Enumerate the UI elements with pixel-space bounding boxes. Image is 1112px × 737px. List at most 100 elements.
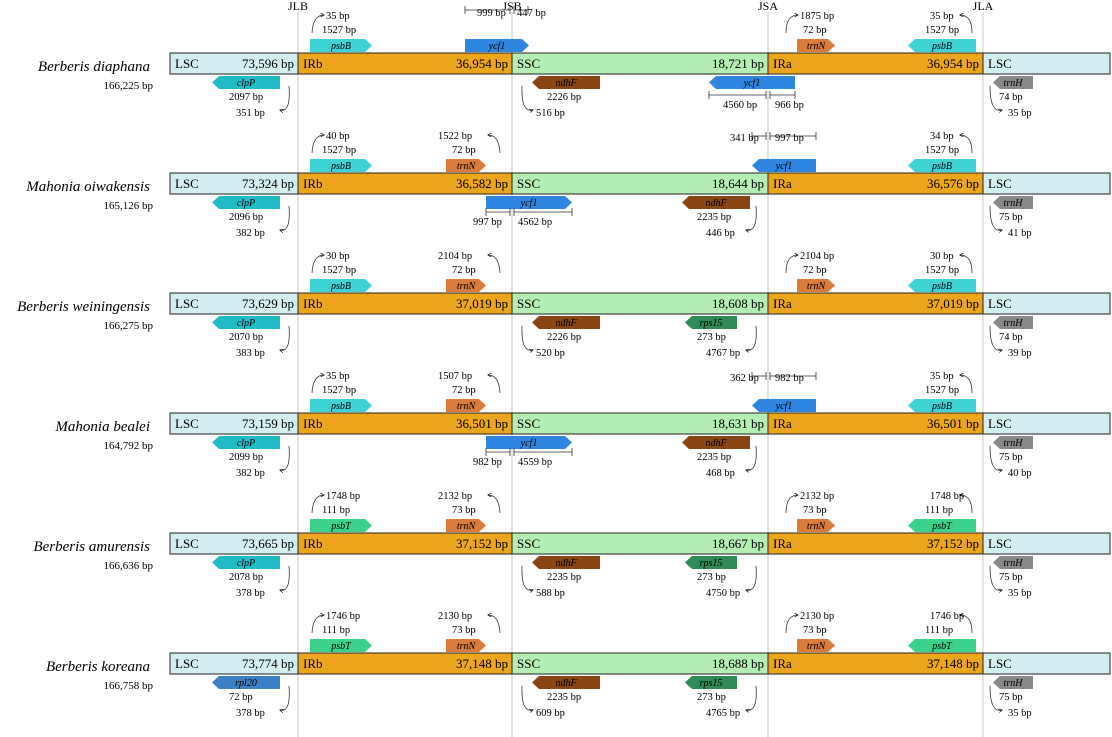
region-length: 18,631 bp <box>712 416 764 431</box>
region-name: IRa <box>773 416 792 431</box>
distance-arrow <box>989 565 1002 590</box>
gene-name: ycf1 <box>775 161 793 172</box>
gene-shape <box>532 316 600 329</box>
distance-arrow <box>280 85 290 110</box>
bp-label: 997 bp <box>473 217 502 228</box>
genome-length: 165,126 bp <box>104 200 154 212</box>
gene-name: psbB <box>931 41 952 52</box>
bp-label: 2132 bp <box>438 491 472 502</box>
lsc2-region <box>982 52 1111 75</box>
bp-label: 75 bp <box>999 692 1023 703</box>
gene-shape <box>993 76 1033 89</box>
bp-label: 72 bp <box>452 145 476 156</box>
bp-label: 1746 bp <box>930 611 964 622</box>
gene-shape <box>486 436 572 449</box>
gene-shape <box>446 639 486 652</box>
distance-arrow <box>989 85 1002 110</box>
gene-name: psbB <box>931 161 952 172</box>
gene-clpP-arrow: clpP <box>212 436 280 449</box>
distance-arrow <box>521 565 533 590</box>
gene-shape <box>446 519 486 532</box>
bp-label: 1527 bp <box>322 265 356 276</box>
gene-name: trnH <box>1004 198 1024 209</box>
bp-label: 2097 bp <box>229 92 263 103</box>
region-name: LSC <box>175 536 199 551</box>
bp-label: 273 bp <box>697 332 726 343</box>
gene-shape <box>310 39 372 52</box>
bp-label: 73 bp <box>803 625 827 636</box>
region-length: 37,019 bp <box>456 296 508 311</box>
bp-label: 362 bp <box>730 373 759 384</box>
gene-name: psbB <box>931 281 952 292</box>
gene-name: ycf1 <box>520 438 538 449</box>
region-length: 37,152 bp <box>456 536 508 551</box>
gene-ycf1-arrow: ycf1 <box>486 196 572 209</box>
region-name: IRa <box>773 56 792 71</box>
distance-arrow <box>280 325 290 350</box>
gene-name: psbT <box>931 641 953 652</box>
gene-name: rpl20 <box>235 678 257 689</box>
gene-trnN-arrow: trnN <box>797 39 835 52</box>
bp-label: 35 bp <box>1008 708 1032 719</box>
gene-trnN-arrow: trnN <box>446 159 486 172</box>
region-name: SSC <box>517 56 540 71</box>
bp-label: 39 bp <box>1008 348 1032 359</box>
gene-clpP-arrow: clpP <box>212 316 280 329</box>
gene-ndhF-arrow: ndhF <box>532 556 600 569</box>
bp-label: 1522 bp <box>438 131 472 142</box>
bp-label: 73 bp <box>803 505 827 516</box>
region-length: 37,148 bp <box>456 656 508 671</box>
bp-label: 74 bp <box>999 332 1023 343</box>
gene-trnH-arrow: trnH <box>993 436 1033 449</box>
region-length: 18,667 bp <box>712 536 764 551</box>
distance-arrow <box>746 685 757 710</box>
gene-shape <box>532 556 600 569</box>
gene-ndhF-arrow: ndhF <box>682 196 750 209</box>
bp-label: 40 bp <box>1008 468 1032 479</box>
region-name: IRb <box>303 56 323 71</box>
gene-shape <box>310 399 372 412</box>
lsc2-region <box>982 292 1111 315</box>
species-name: Berberis amurensis <box>33 539 150 555</box>
gene-shape <box>752 399 816 412</box>
lsc2-region <box>982 532 1111 555</box>
gene-trnN-arrow: trnN <box>446 399 486 412</box>
lsc2-region <box>982 652 1111 675</box>
region-name: LSC <box>175 416 199 431</box>
distance-arrow <box>280 445 290 470</box>
distance-arrow <box>311 15 324 34</box>
bp-label: 446 bp <box>706 228 735 239</box>
bp-label: 35 bp <box>930 371 954 382</box>
bp-label: 273 bp <box>697 692 726 703</box>
gene-rpl20-arrow: rpl20 <box>212 676 280 689</box>
bp-label: 1748 bp <box>326 491 360 502</box>
region-length: 37,148 bp <box>927 656 979 671</box>
distance-arrow <box>960 495 973 514</box>
bp-label: 382 bp <box>236 468 265 479</box>
bp-label: 2096 bp <box>229 212 263 223</box>
distance-arrow <box>960 255 973 274</box>
gene-name: ycf1 <box>775 401 793 412</box>
genome-length: 166,758 bp <box>104 680 154 692</box>
gene-shape <box>212 76 280 89</box>
gene-ycf1-arrow: ycf1 <box>709 76 795 89</box>
region-name: IRb <box>303 176 323 191</box>
region-name: LSC <box>175 296 199 311</box>
distance-arrow <box>785 615 798 634</box>
gene-shape <box>993 556 1033 569</box>
species-row: Berberis weiningensis 166,275 bp LSC 73,629… <box>17 251 1111 359</box>
bp-label: 378 bp <box>236 588 265 599</box>
distance-arrow <box>488 375 501 394</box>
gene-name: ycf1 <box>743 78 761 89</box>
gene-name: clpP <box>237 558 255 569</box>
gene-shape <box>752 159 816 172</box>
bp-label: 35 bp <box>1008 108 1032 119</box>
bp-label: 1527 bp <box>322 25 356 36</box>
region-name: LSC <box>175 656 199 671</box>
gene-shape <box>908 639 976 652</box>
gene-shape <box>446 159 486 172</box>
distance-arrow <box>311 135 324 154</box>
gene-shape <box>486 196 572 209</box>
bp-label: 999 bp <box>477 8 506 19</box>
